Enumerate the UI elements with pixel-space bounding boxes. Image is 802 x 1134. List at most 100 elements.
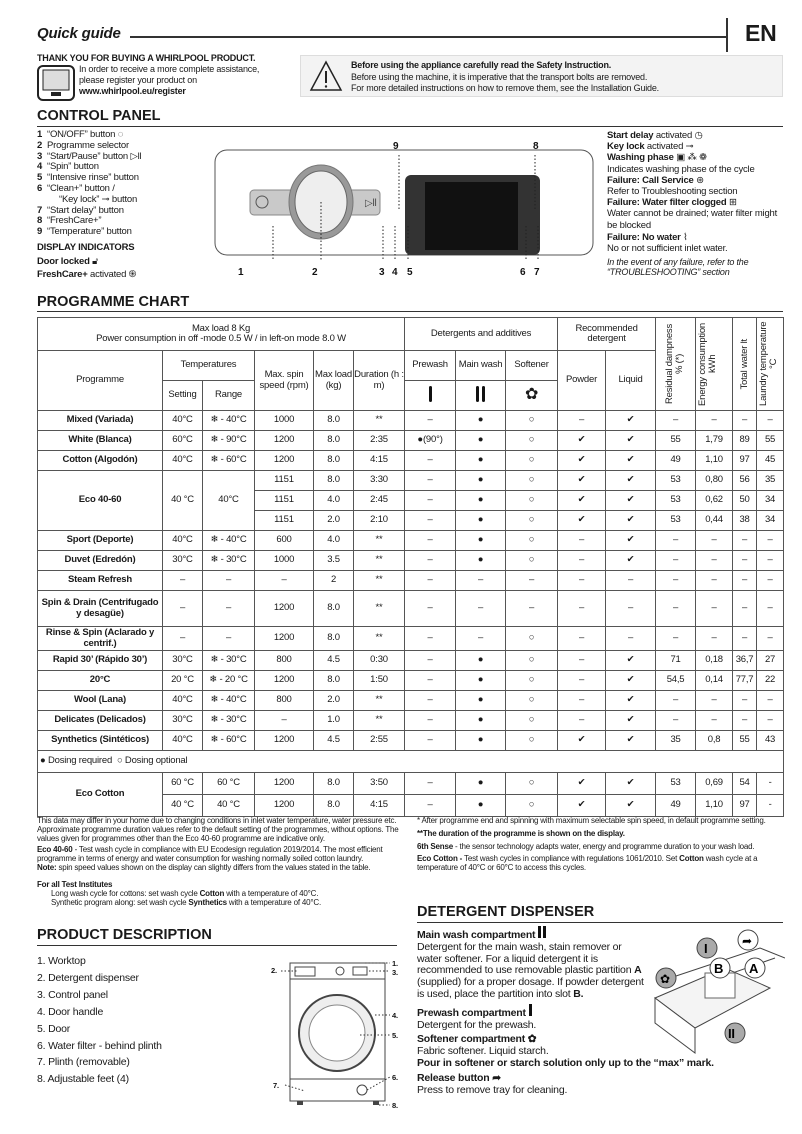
table-cell: –	[557, 530, 607, 551]
table-cell: ❄ - 20 °C	[202, 670, 255, 691]
table-cell: ✔	[605, 650, 657, 671]
header-duration: Duration (h : m)	[352, 350, 406, 411]
table-cell: ✔	[605, 410, 657, 431]
table-cell: –	[695, 590, 734, 627]
table-cell: 8.0	[313, 794, 354, 817]
callout-3: 3	[379, 267, 385, 278]
table-cell: ○	[505, 772, 559, 795]
table-cell: 4.5	[313, 650, 354, 671]
table-cell: 1:50	[352, 670, 406, 691]
table-cell: –	[557, 590, 607, 627]
key-icon: ⊸	[685, 141, 694, 153]
door-locked-indicator: Door locked 🔓︎	[37, 255, 99, 267]
safety-heading: Before using the appliance carefully rea…	[351, 60, 612, 70]
table-cell: 20°C	[37, 670, 163, 691]
table-cell: –	[732, 550, 758, 571]
table-cell: 4.5	[313, 730, 354, 751]
table-cell: –	[404, 794, 457, 817]
softener-icon: ✿	[505, 380, 559, 411]
table-cell: 40°C	[162, 730, 203, 751]
table-cell: ✔	[605, 470, 657, 491]
table-cell: –	[605, 570, 657, 591]
table-cell: 800	[254, 650, 314, 671]
table-cell: –	[404, 490, 457, 511]
header-load: Max load (kg)	[313, 350, 354, 411]
table-cell: ○	[505, 550, 559, 571]
table-cell: 4.0	[313, 490, 354, 511]
table-cell: ●	[455, 450, 507, 471]
table-cell: 53	[655, 490, 697, 511]
table-cell: 1200	[254, 590, 314, 627]
table-cell: 40°C	[162, 530, 203, 551]
table-cell: 71	[655, 650, 697, 671]
list-item: 6. Water filter - behind plinth	[37, 1039, 162, 1052]
table-cell: 4.0	[313, 530, 354, 551]
table-cell: 38	[732, 510, 758, 531]
table-cell: 2:10	[352, 510, 406, 531]
service-icon: ⊛	[696, 174, 704, 186]
table-cell: –	[756, 590, 785, 627]
freshcare-icon: ֍	[128, 268, 137, 280]
table-cell: 89	[732, 430, 758, 451]
table-cell: 1,10	[695, 450, 734, 471]
table-cell: 27	[756, 650, 785, 671]
table-cell: 30°C	[162, 650, 203, 671]
table-cell: ○	[505, 510, 559, 531]
thanks-text: In order to receive a more complete assi…	[79, 64, 260, 74]
callout-5: 5.	[392, 1031, 398, 1040]
table-cell: **	[352, 530, 406, 551]
table-cell: ✔	[605, 794, 657, 817]
table-cell: 8.0	[313, 626, 354, 651]
table-cell: ●	[455, 490, 507, 511]
table-cell: –	[756, 710, 785, 731]
table-cell: –	[695, 530, 734, 551]
table-cell: 1151	[254, 510, 314, 531]
table-cell: –	[732, 690, 758, 711]
page-title: Quick guide	[37, 25, 121, 42]
table-cell: ❄ - 40°C	[202, 410, 255, 431]
table-cell: Synthetics (Sintéticos)	[37, 730, 163, 751]
table-cell: ○	[505, 670, 559, 691]
table-cell: 35	[756, 470, 785, 491]
prewash-icon	[404, 380, 457, 411]
table-cell: ○	[505, 490, 559, 511]
table-cell: ✔	[605, 550, 657, 571]
table-cell: ○	[505, 430, 559, 451]
notes-left: This data may differ in your home due to…	[37, 816, 399, 907]
divider	[37, 311, 783, 312]
table-cell: –	[404, 450, 457, 471]
table-row: Cotton (Algodón) 40°C ❄ - 60°C 1200 8.0 4:15–…	[37, 450, 785, 471]
table-cell: 60 °C	[162, 772, 203, 795]
table-cell: –	[695, 710, 734, 731]
table-cell: –	[254, 570, 314, 591]
table-cell: ●	[455, 710, 507, 731]
list-item: “Key lock” ⊸ button	[59, 193, 138, 205]
table-cell: 4:15	[352, 794, 406, 817]
table-cell: ●	[455, 772, 507, 795]
table-cell: –	[655, 690, 697, 711]
table-cell: 53	[655, 470, 697, 491]
programme-chart-table: Max load 8 Kg Power consumption in off -m…	[36, 317, 785, 817]
register-link[interactable]: www.whirlpool.eu/register	[79, 86, 186, 96]
table-cell: –	[756, 690, 785, 711]
thanks-heading: THANK YOU FOR BUYING A WHIRLPOOL PRODUCT…	[37, 53, 256, 63]
table-cell: **	[352, 690, 406, 711]
softener-icon: ✿	[527, 1033, 537, 1046]
table-row: Wool (Lana) 40°C ❄ - 40°C 800 2.0 ** – ● ○ – ✔ – – – –	[37, 690, 785, 711]
table-cell: –	[732, 530, 758, 551]
callout-1: 1	[238, 267, 244, 278]
table-cell: 43	[756, 730, 785, 751]
table-cell: –	[404, 530, 457, 551]
table-row: Sport (Deporte) 40°C ❄ - 40°C 600 4.0 ** – ● ○ – ✔…	[37, 530, 785, 551]
table-cell: ✔	[557, 450, 607, 471]
table-row: Duvet (Edredón) 30°C ❄ - 30°C 1000 3.5 ** – ● ○ –…	[37, 550, 785, 571]
table-cell: Duvet (Edredón)	[37, 550, 163, 571]
table-cell: 49	[655, 450, 697, 471]
table-cell: 1200	[254, 626, 314, 651]
table-cell: ❄ - 60°C	[202, 730, 255, 751]
freshcare-indicator: FreshCare+ activated ֍	[37, 268, 137, 280]
table-cell: 40 °C	[162, 794, 203, 817]
list-item: 6 “Clean+” button /	[37, 182, 115, 194]
header-temperatures: Temperatures	[162, 350, 255, 381]
section-heading: CONTROL PANEL	[37, 108, 161, 124]
